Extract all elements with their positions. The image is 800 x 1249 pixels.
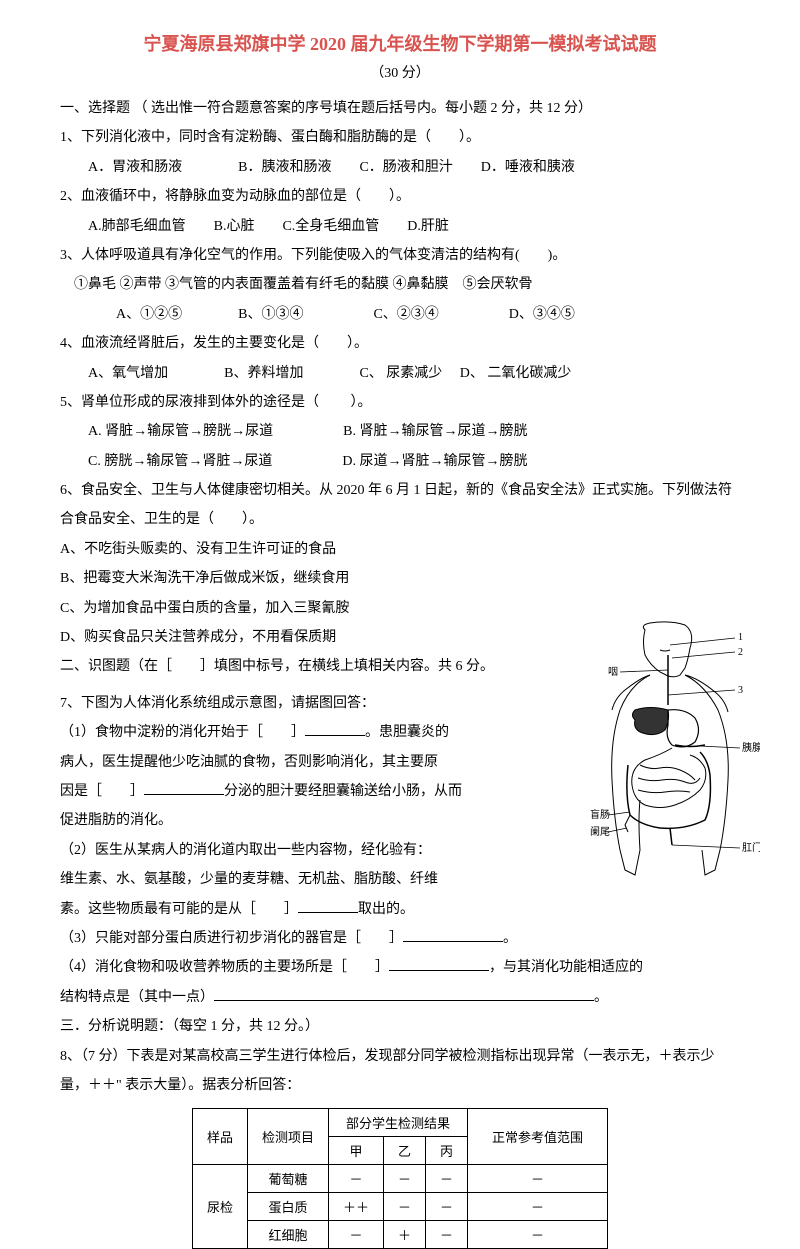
cell: － [384, 1193, 426, 1221]
question-5: 5、肾单位形成的尿液排到体外的途径是（ ）。 [60, 388, 740, 417]
cell: 红细胞 [247, 1221, 328, 1249]
cell: － [426, 1165, 468, 1193]
question-6-option-c: C、为增加食品中蛋白质的含量，加入三聚氰胺 [60, 594, 740, 623]
th-result: 部分学生检测结果 [328, 1109, 467, 1137]
cell: ＋ [384, 1221, 426, 1249]
cell: － [468, 1221, 608, 1249]
question-3-options: A、①②⑤ B、①③④ C、②③④ D、③④⑤ [60, 300, 740, 329]
th-range: 正常参考值范围 [468, 1109, 608, 1165]
question-7-2-line3: 素。这些物质最有可能的是从［ ］取出的。 [60, 895, 740, 924]
th-sample: 样品 [192, 1109, 247, 1165]
label-yan: 咽 [608, 666, 618, 678]
cell: － [328, 1165, 383, 1193]
exam-title: 宁夏海原县郑旗中学 2020 届九年级生物下学期第一模拟考试试题 [60, 30, 740, 56]
th-jia: 甲 [328, 1137, 383, 1165]
th-item: 检测项目 [247, 1109, 328, 1165]
label-1: 1 [738, 632, 743, 643]
section-3-header: 三．分析说明题：（每空 1 分，共 12 分。） [60, 1012, 740, 1041]
label-2: 2 [738, 647, 743, 658]
question-4: 4、血液流经肾脏后，发生的主要变化是（ ）。 [60, 329, 740, 358]
question-6-option-a: A、不吃街头贩卖的、没有卫生许可证的食品 [60, 535, 740, 564]
label-lanwei: 阑尾 [590, 825, 610, 838]
cell: － [468, 1193, 608, 1221]
digestive-system-diagram: 1 2 咽 3 胰腺 盲肠 阑尾 肛门 [590, 620, 760, 880]
cell: 葡萄糖 [247, 1165, 328, 1193]
question-1: 1、下列消化液中，同时含有淀粉酶、蛋白酶和脂肪酶的是（ ）。 [60, 123, 740, 152]
question-6-option-b: B、把霉变大米淘洗干净后做成米饭，继续食用 [60, 564, 740, 593]
question-1-options: A．胃液和肠液 B．胰液和肠液 C．肠液和胆汁 D．唾液和胰液 [60, 153, 740, 182]
cell: － [468, 1165, 608, 1193]
section-1-header: 一、选择题 （ 选出惟一符合题意答案的序号填在题后括号内。每小题 2 分，共 1… [60, 94, 740, 123]
question-6: 6、食品安全、卫生与人体健康密切相关。从 2020 年 6 月 1 日起，新的《… [60, 476, 740, 535]
exam-subtitle: （30 分） [60, 62, 740, 82]
question-7-4-line2: 结构特点是（其中一点）。 [60, 983, 740, 1012]
cell: ＋＋ [328, 1193, 383, 1221]
cell: － [426, 1193, 468, 1221]
question-3-sub: ①鼻毛 ②声带 ③气管的内表面覆盖着有纤毛的黏膜 ④鼻黏膜 ⑤会厌软骨 [60, 270, 740, 299]
cell-sample: 尿检 [192, 1165, 247, 1249]
question-7-4-line1: （4）消化食物和吸收营养物质的主要场所是［ ］，与其消化功能相适应的 [60, 953, 740, 982]
cell: 蛋白质 [247, 1193, 328, 1221]
question-7-3: （3）只能对部分蛋白质进行初步消化的器官是［ ］。 [60, 924, 740, 953]
cell: － [384, 1165, 426, 1193]
th-bing: 丙 [426, 1137, 468, 1165]
cell: － [328, 1221, 383, 1249]
question-2: 2、血液循环中，将静脉血变为动脉血的部位是（ ）。 [60, 182, 740, 211]
question-5-options-ab: A. 肾脏→输尿管→膀胱→尿道 B. 肾脏→输尿管→尿道→膀胱 [60, 417, 740, 446]
label-yixian: 胰腺 [742, 741, 760, 754]
label-manchang: 盲肠 [590, 808, 610, 821]
question-4-options: A、氧气增加 B、养料增加 C、 尿素减少 D、 二氧化碳减少 [60, 359, 740, 388]
exam-table: 样品 检测项目 部分学生检测结果 正常参考值范围 甲 乙 丙 尿检 葡萄糖 － … [60, 1108, 740, 1249]
cell: － [426, 1221, 468, 1249]
th-yi: 乙 [384, 1137, 426, 1165]
label-gangmen: 肛门 [742, 841, 760, 854]
question-8: 8、（7 分）下表是对某高校高三学生进行体检后，发现部分同学被检测指标出现异常（… [60, 1042, 740, 1101]
question-5-options-cd: C. 膀胱→输尿管→肾脏→尿道 D. 尿道→肾脏→输尿管→膀胱 [60, 447, 740, 476]
label-3: 3 [738, 685, 743, 696]
question-2-options: A.肺部毛细血管 B.心脏 C.全身毛细血管 D.肝脏 [60, 212, 740, 241]
question-3: 3、人体呼吸道具有净化空气的作用。下列能使吸入的气体变清洁的结构有( )。 [60, 241, 740, 270]
